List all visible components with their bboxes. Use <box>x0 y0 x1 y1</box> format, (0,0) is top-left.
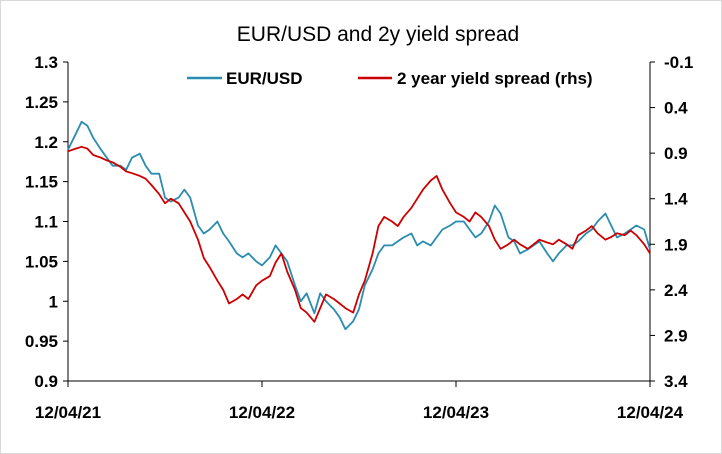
y-right-tick-label: -0.1 <box>664 53 693 72</box>
series-layer <box>67 120 651 331</box>
legend: EUR/USD 2 year yield spread (rhs) <box>187 69 593 88</box>
y-right-tick-label: 3.4 <box>664 372 688 391</box>
y-left-tick-label: 1.15 <box>25 173 58 192</box>
y-left-tick-label: 1.1 <box>34 213 58 232</box>
legend-eurusd-label: EUR/USD <box>226 69 303 88</box>
y-left-tick-label: 1.05 <box>25 252 58 271</box>
y-right-tick-label: 1.9 <box>664 235 688 254</box>
y-left-tick-label: 0.9 <box>34 372 58 391</box>
y-left-tick-label: 1.25 <box>25 93 58 112</box>
y-left-tick-label: 1.3 <box>34 53 58 72</box>
x-tick-label: 12/04/23 <box>423 403 489 422</box>
y-right-tick-label: 0.9 <box>664 144 688 163</box>
y-right-tick-label: 2.4 <box>664 281 688 300</box>
x-tick-label: 12/04/21 <box>35 403 101 422</box>
y-left-tick-label: 1 <box>49 292 58 311</box>
chart-title: EUR/USD and 2y yield spread <box>237 23 519 46</box>
y-left-tick-label: 0.95 <box>25 332 58 351</box>
y-right-tick-label: 0.4 <box>664 99 688 118</box>
chart-axes: 1.3 1.25 1.2 1.15 1.1 1.05 1 0.95 0.9 -0.1 0.4 0.9 1… <box>25 53 693 422</box>
y-right-tick-label: 2.9 <box>664 326 688 345</box>
yield-spread-line <box>67 145 651 323</box>
x-tick-label: 12/04/24 <box>617 403 684 422</box>
y-left-tick-label: 1.2 <box>34 133 58 152</box>
eurusd-line <box>67 120 651 331</box>
x-tick-label: 12/04/22 <box>229 403 295 422</box>
legend-yield-spread-label: 2 year yield spread (rhs) <box>397 69 593 88</box>
y-right-tick-label: 1.4 <box>664 190 688 209</box>
